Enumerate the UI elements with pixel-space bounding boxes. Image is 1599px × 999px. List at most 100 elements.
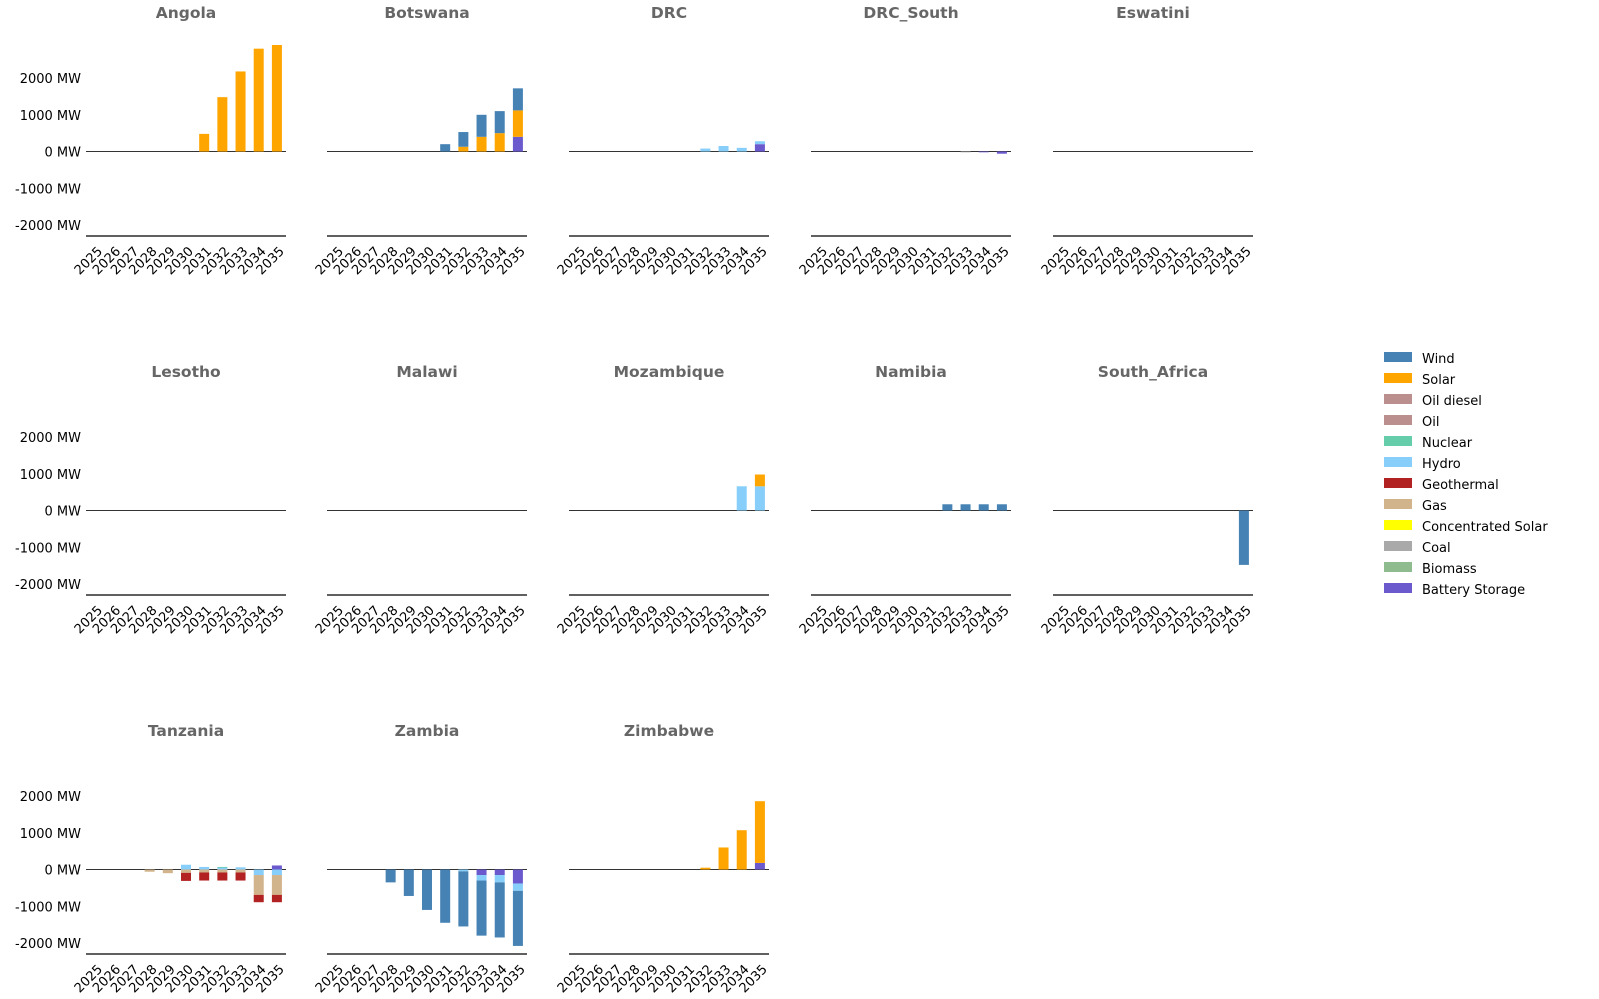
y-tick-label: 1000 MW	[20, 468, 81, 483]
y-tick-label: 2000 MW	[20, 790, 81, 805]
bar-solar-2035	[754, 474, 765, 487]
bar-wind-2035	[996, 504, 1007, 511]
bar-wind-2032	[458, 871, 469, 927]
y-tick-label: -1000 MW	[15, 900, 81, 915]
y-tick-label: -1000 MW	[15, 541, 81, 556]
legend-label: Oil	[1422, 415, 1439, 430]
legend-swatch	[1384, 583, 1412, 593]
y-tick-label: 1000 MW	[20, 827, 81, 842]
subplot-tanzania: Tanzania 2000 MW 1000 MW 0 MW -1000 MW -2000 …	[15, 722, 288, 996]
subplot-south-africa: South_Africa2025202620272028202920302031…	[1039, 363, 1255, 637]
y-tick-label: 2000 MW	[20, 72, 81, 87]
subplot-title: Namibia	[875, 363, 947, 381]
subplot-drc: DRC2025202620272028202920302031203220332…	[555, 4, 771, 278]
subplot-title: Botswana	[384, 4, 469, 22]
bar-hydro-2034	[736, 147, 747, 152]
subplot-zimbabwe: Zimbabwe20252026202720282029203020312032…	[555, 722, 771, 996]
bar-hydro-2031	[199, 866, 210, 870]
subplot-title: Eswatini	[1116, 4, 1190, 22]
y-tick-label: 0 MW	[45, 146, 82, 161]
bar-hydro-2035	[512, 883, 523, 891]
legend-swatch	[1384, 457, 1412, 467]
bar-wind-2034	[494, 111, 505, 134]
bar-wind-2029	[403, 869, 414, 896]
bar-geothermal-2032	[217, 872, 228, 881]
bar-hydro-2035	[754, 141, 765, 145]
bar-solar-2031	[199, 133, 210, 152]
bar-solar-2032	[458, 146, 469, 152]
bar-wind-2031	[440, 144, 451, 152]
bar-geothermal-2033	[235, 872, 246, 881]
y-tick-label: 2000 MW	[20, 431, 81, 446]
subplot-title: Zimbabwe	[624, 722, 714, 740]
bar-battery-storage-2035	[996, 151, 1007, 154]
legend-label: Hydro	[1422, 457, 1461, 472]
legend: Wind Solar Oil diesel Oil Nuclear Hydro Geothe…	[1384, 352, 1548, 598]
bar-gas-2035	[271, 875, 282, 895]
subplot-mozambique: Mozambique202520262027202820292030203120…	[555, 363, 771, 637]
bar-wind-2034	[978, 504, 989, 511]
subplot-zambia: Zambia2025202620272028202920302031203220…	[313, 722, 529, 996]
legend-label: Wind	[1422, 352, 1455, 367]
bar-wind-2033	[960, 504, 971, 511]
subplot-title: Tanzania	[148, 722, 224, 740]
subplot-title: Mozambique	[614, 363, 725, 381]
bar-hydro-2033	[235, 867, 246, 870]
bar-hydro-2035	[754, 486, 765, 511]
bar-wind-2032	[942, 504, 953, 511]
bar-solar-2034	[736, 830, 747, 870]
bar-geothermal-2035	[271, 894, 282, 903]
y-tick-label: 0 MW	[45, 864, 82, 879]
subplot-angola: Angola 2000 MW 1000 MW 0 MW -1000 MW -2000 MW…	[15, 4, 288, 278]
bar-solar-2035	[512, 110, 523, 137]
bar-wind-2028	[385, 869, 396, 883]
y-tick-label: 0 MW	[45, 505, 82, 520]
legend-swatch	[1384, 499, 1412, 509]
legend-label: Gas	[1422, 499, 1447, 514]
y-tick-label: -2000 MW	[15, 578, 81, 593]
bar-hydro-2032	[217, 867, 228, 870]
bar-wind-2033	[476, 114, 487, 137]
bar-hydro-2034	[494, 875, 505, 883]
bar-solar-2035	[754, 801, 765, 863]
bar-hydro-2033	[718, 146, 729, 152]
subplot-title: Lesotho	[151, 363, 220, 381]
subplot-namibia: Namibia202520262027202820292030203120322…	[797, 363, 1013, 637]
bar-gas-2031	[199, 869, 210, 873]
bar-gas-2029	[162, 869, 173, 874]
bar-geothermal-2030	[181, 872, 191, 881]
bar-wind-2035	[512, 88, 523, 111]
bar-battery-storage-2035	[512, 136, 523, 152]
subplot-drc-south: DRC_South2025202620272028202920302031203…	[797, 4, 1013, 278]
bar-battery-storage-2034	[978, 151, 989, 153]
bar-battery-storage-2034	[494, 869, 505, 876]
legend-swatch	[1384, 394, 1412, 404]
subplot-title: Angola	[156, 4, 217, 22]
y-tick-label: -2000 MW	[15, 937, 81, 952]
legend-label: Oil diesel	[1422, 394, 1482, 409]
legend-label: Solar	[1422, 373, 1456, 388]
legend-label: Biomass	[1422, 562, 1477, 577]
bar-solar-2032	[700, 867, 711, 870]
subplot-title: DRC_South	[863, 4, 958, 22]
y-tick-label: 1000 MW	[20, 109, 81, 124]
bar-battery-storage-2035	[754, 144, 765, 152]
bar-gas-2030	[181, 869, 191, 873]
bar-hydro-2030	[181, 864, 191, 870]
bar-geothermal-2031	[199, 872, 210, 881]
legend-label: Concentrated Solar	[1422, 520, 1548, 535]
bar-solar-2033	[235, 71, 246, 152]
bar-battery-storage-2033	[476, 869, 487, 876]
subplot-title: Zambia	[395, 722, 460, 740]
bar-solar-2035	[271, 45, 282, 152]
bar-hydro-2033	[476, 875, 487, 881]
bar-hydro-2034	[736, 486, 747, 511]
subplot-title: DRC	[651, 4, 687, 22]
bar-wind-2030	[422, 869, 432, 910]
subplot-lesotho: Lesotho 2000 MW 1000 MW 0 MW -1000 MW -2000 M…	[15, 363, 288, 637]
legend-label: Battery Storage	[1422, 583, 1525, 598]
bar-nuclear-2032	[217, 866, 228, 868]
legend-swatch	[1384, 562, 1412, 572]
bar-wind-2035	[512, 890, 523, 946]
legend-swatch	[1384, 415, 1412, 425]
